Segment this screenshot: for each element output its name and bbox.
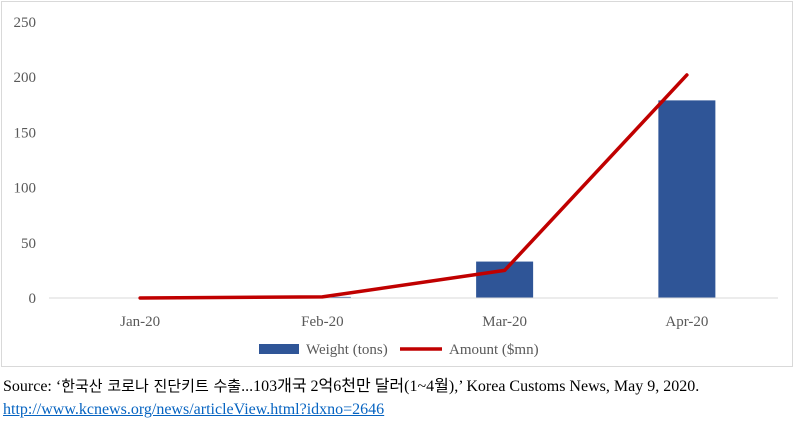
x-tick-label: Apr-20: [665, 314, 708, 330]
legend-swatch-weight: [259, 344, 299, 354]
line-series-amount: [138, 73, 689, 300]
bar-apr-20: [658, 100, 716, 298]
source-korean-title: 한국산 코로나 진단키트 수출: [61, 377, 242, 395]
legend-label-weight: Weight (tons): [306, 342, 388, 358]
x-tick-label: Mar-20: [482, 314, 527, 330]
source-prefix: Source: ‘: [3, 378, 62, 395]
y-tick-label: 150: [14, 125, 37, 141]
y-tick-label: 200: [14, 70, 37, 86]
legend-label-amount: Amount ($mn): [449, 342, 539, 358]
bar-series-weight: [293, 100, 716, 298]
x-tick-label: Feb-20: [301, 314, 344, 330]
x-axis-tick-labels: Jan-20 Feb-20 Mar-20 Apr-20: [120, 314, 708, 330]
y-tick-label: 100: [14, 181, 37, 197]
combo-chart: 0 50 100 150 200 250 Jan-20 Feb-20 Mar-20 Apr-20…: [14, 15, 778, 358]
source-range: (1~4월),’ Korea Customs News, May 9, 2020…: [404, 378, 700, 395]
x-tick-label: Jan-20: [120, 314, 160, 330]
bar-mar-20: [476, 261, 534, 298]
y-tick-label: 250: [14, 15, 37, 31]
chart-frame: 0 50 100 150 200 250 Jan-20 Feb-20 Mar-20 Apr-20…: [1, 1, 793, 367]
chart-legend: Weight (tons) Amount ($mn): [259, 342, 539, 358]
y-axis-tick-labels: 0 50 100 150 200 250: [14, 15, 37, 307]
amount-line: [138, 73, 689, 300]
source-citation: Source: ‘한국산 코로나 진단키트 수출...103개국 2억6천만 달…: [3, 376, 699, 397]
source-middle: ...103개국 2억6천만 달러: [241, 378, 405, 395]
y-tick-label: 0: [29, 291, 37, 307]
y-tick-label: 50: [21, 236, 36, 252]
source-url-link[interactable]: http://www.kcnews.org/news/articleView.h…: [3, 401, 385, 418]
